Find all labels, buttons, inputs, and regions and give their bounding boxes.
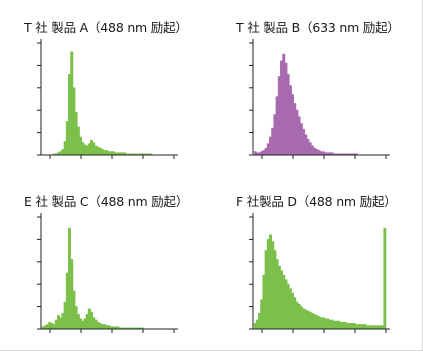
- histogram-outline: [42, 52, 174, 155]
- histogram-bar: [289, 289, 292, 329]
- histogram-bar: [342, 322, 345, 329]
- histogram-bar: [320, 152, 323, 155]
- histogram-bar: [355, 325, 358, 329]
- histogram-bar: [283, 275, 286, 329]
- histogram-bar: [324, 319, 327, 329]
- histogram-bar: [351, 323, 354, 329]
- histogram-bar: [294, 103, 297, 155]
- histogram-bar: [335, 321, 338, 329]
- histogram-bar: [86, 146, 89, 155]
- histogram-outline: [42, 228, 174, 329]
- histogram-bar: [333, 321, 336, 329]
- histogram-bar: [285, 280, 288, 329]
- histogram-bar: [274, 251, 277, 329]
- histogram-bar: [267, 239, 270, 329]
- histogram-product-d: [236, 191, 423, 356]
- histogram-bar: [283, 54, 286, 155]
- histogram-bar: [280, 271, 283, 329]
- histogram-bar: [300, 307, 303, 329]
- histogram-panel-product-d: F 社製品 D（488 nm 励起）: [236, 191, 423, 356]
- histogram-bar: [307, 311, 310, 329]
- histogram-bar: [108, 152, 111, 155]
- histogram-bar: [340, 322, 343, 329]
- histogram-bar: [269, 235, 272, 329]
- histogram-bar: [53, 325, 56, 329]
- histogram-bar: [311, 313, 314, 329]
- histogram-bar: [379, 326, 382, 329]
- histogram-bar: [101, 325, 104, 329]
- histogram-product-a: [24, 17, 224, 182]
- histogram-bar: [278, 266, 281, 329]
- histogram-bar: [313, 314, 316, 329]
- histogram-panel-product-c: E 社 製品 C（488 nm 励起）: [24, 191, 224, 356]
- histogram-bar: [302, 309, 305, 329]
- histogram-bar: [309, 312, 312, 329]
- histogram-bar: [322, 318, 325, 329]
- histogram-bar: [82, 321, 85, 329]
- histogram-bar: [320, 318, 323, 329]
- histogram-bar: [254, 323, 257, 329]
- histogram-bar: [329, 320, 332, 329]
- histogram-bar: [272, 242, 275, 329]
- histogram-panel-product-a: T 社 製品 A（488 nm 励起）: [24, 17, 224, 182]
- histogram-bar: [357, 325, 360, 329]
- histogram-bar: [298, 304, 301, 329]
- histogram-bar: [296, 302, 299, 329]
- histogram-bar: [316, 316, 319, 329]
- histogram-bar: [287, 284, 290, 329]
- histogram-bar: [346, 323, 349, 329]
- histogram-bar: [368, 326, 371, 329]
- histogram-bar: [305, 310, 308, 329]
- histogram-bar: [375, 326, 378, 329]
- histogram-bar: [360, 325, 363, 329]
- histogram-bar: [60, 318, 63, 329]
- histogram-bar: [366, 326, 369, 329]
- histogram-bar: [285, 63, 288, 155]
- histogram-bar: [362, 325, 365, 329]
- histogram-bar: [104, 151, 107, 155]
- histogram-bar: [276, 260, 279, 329]
- histogram-bar: [382, 326, 385, 329]
- histogram-bar: [289, 86, 292, 155]
- histogram-bar: [318, 317, 321, 329]
- histogram-bar: [110, 152, 113, 155]
- histogram-bar: [106, 326, 109, 329]
- histogram-bar: [377, 326, 380, 329]
- histogram-bar: [287, 74, 290, 155]
- histogram-bar: [371, 326, 374, 329]
- histogram-product-b: [236, 17, 423, 182]
- histogram-bar: [373, 326, 376, 329]
- histogram-panel-product-b: T 社 製品 B（633 nm 励起）: [236, 17, 423, 182]
- histogram-product-c: [24, 191, 224, 356]
- histogram-bar: [349, 323, 352, 329]
- histogram-bar: [291, 293, 294, 329]
